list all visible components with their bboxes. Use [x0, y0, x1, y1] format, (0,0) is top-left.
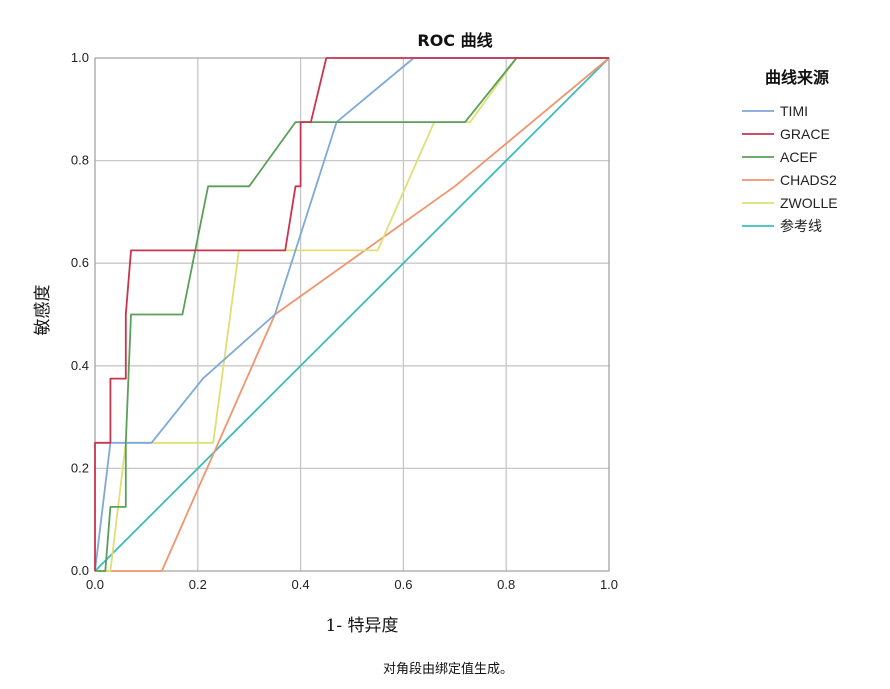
legend-title: 曲线来源: [765, 68, 829, 87]
x-tick-label: 1.0: [600, 577, 618, 592]
x-tick-label: 0.0: [86, 577, 104, 592]
y-tick-label: 1.0: [71, 50, 89, 65]
legend: TIMI GRACE ACEF CHADS2 ZWOLLE 参考线: [742, 103, 838, 234]
y-tick-label: 0.6: [71, 255, 89, 270]
series-line-reference: [94, 57, 610, 572]
legend-label-reference: 参考线: [780, 218, 822, 234]
y-tick-label: 0.0: [71, 563, 89, 578]
x-tick-label: 0.2: [189, 577, 207, 592]
footnote: 对角段由绑定值生成。: [383, 661, 513, 677]
legend-label-acef: ACEF: [780, 149, 817, 165]
legend-label-zwolle: ZWOLLE: [780, 195, 838, 211]
series-line-acef: [95, 57, 609, 572]
y-tick-label: 0.8: [71, 153, 89, 168]
chart-title: ROC 曲线: [417, 31, 492, 50]
legend-label-chads2: CHADS2: [780, 172, 837, 188]
x-tick-label: 0.4: [292, 577, 310, 592]
series-line-timi: [94, 57, 609, 572]
y-axis-label: 敏感度: [33, 285, 53, 336]
x-tick-label: 0.6: [394, 577, 412, 592]
tick-labels: 0.0 0.2 0.4 0.6 0.8 1.0 0.0 0.2 0.4 0.6 0.8 1.0: [71, 50, 618, 592]
y-tick-label: 0.2: [71, 460, 89, 475]
x-axis-label: 1- 特异度: [326, 616, 399, 636]
y-tick-label: 0.4: [71, 358, 89, 373]
legend-label-grace: GRACE: [780, 126, 830, 142]
legend-label-timi: TIMI: [780, 103, 808, 119]
series-lines: [94, 57, 610, 572]
x-tick-label: 0.8: [497, 577, 515, 592]
series-line-grace: [94, 57, 609, 571]
